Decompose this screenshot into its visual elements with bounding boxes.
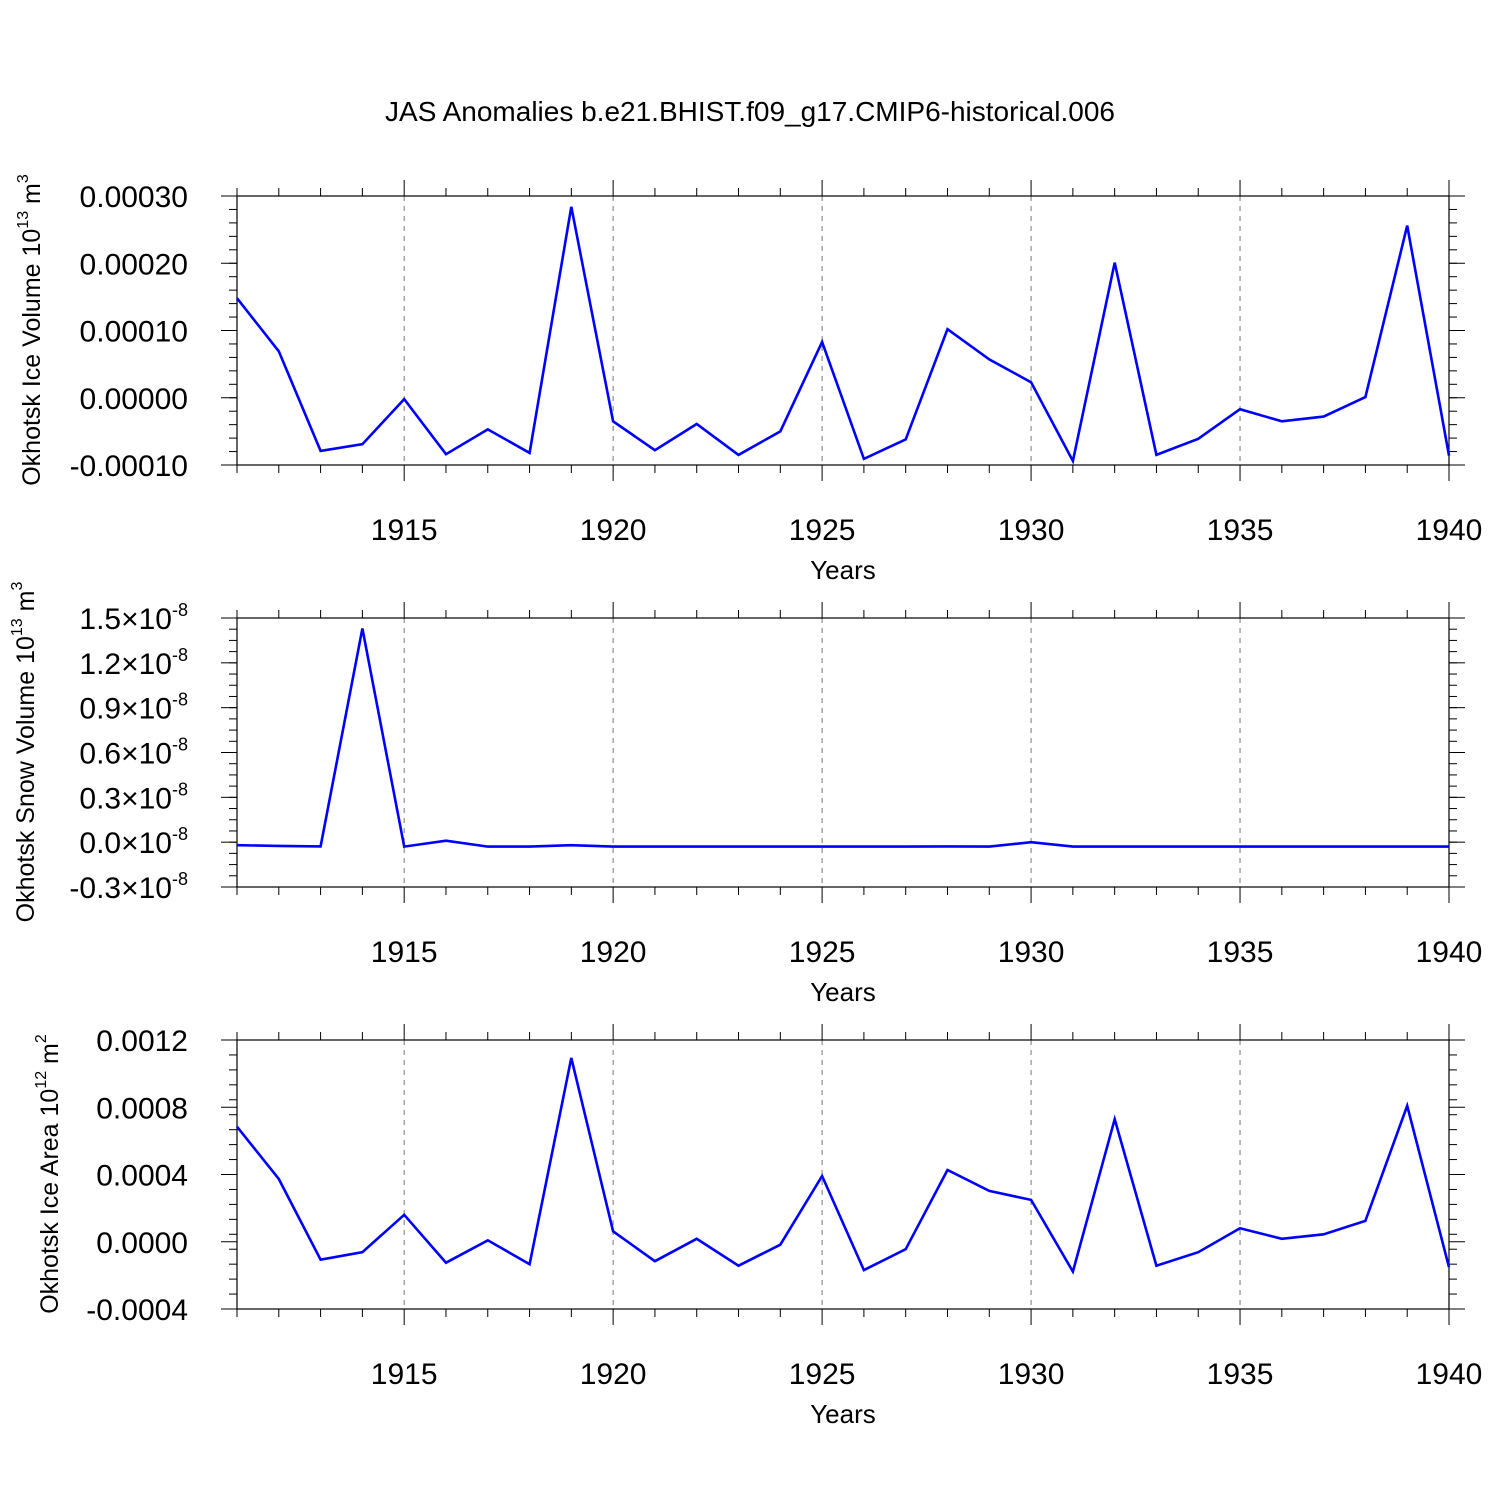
y-tick-label: 1.5×10-8 bbox=[79, 600, 188, 636]
y-tick-mantissa: 0.6×10 bbox=[79, 738, 172, 771]
figure-title: JAS Anomalies b.e21.BHIST.f09_g17.CMIP6-… bbox=[385, 96, 1115, 127]
y-tick-exponent: -8 bbox=[172, 645, 188, 665]
y-tick-label: -0.3×10-8 bbox=[69, 869, 188, 905]
y-tick-exponent: -8 bbox=[172, 869, 188, 889]
x-tick-label: 1940 bbox=[1416, 936, 1483, 969]
data-series-line bbox=[236, 628, 1449, 849]
x-tick-label: 1930 bbox=[998, 514, 1065, 547]
y-tick-mantissa: -0.3×10 bbox=[69, 872, 172, 905]
y-axis-title-unit: m bbox=[12, 591, 40, 619]
y-tick-label: 0.00020 bbox=[80, 248, 188, 281]
y-tick-label: 0.0012 bbox=[96, 1025, 188, 1058]
x-tick-label: 1935 bbox=[1207, 1358, 1274, 1391]
data-series-line bbox=[235, 206, 1451, 465]
chart-panel-1: -0.00010 0.00000 0.00010 0.00020 0.00030 1915… bbox=[15, 174, 1482, 585]
y-tick-label: 0.0×10-8 bbox=[79, 824, 188, 860]
data-series-line bbox=[235, 1057, 1451, 1275]
y-tick-exponent: -8 bbox=[172, 600, 188, 620]
y-tick-label: 0.00030 bbox=[80, 181, 188, 214]
x-tick-label: 1940 bbox=[1416, 514, 1483, 547]
y-tick-label: 0.0000 bbox=[96, 1227, 188, 1260]
y-tick-exponent: -8 bbox=[172, 735, 188, 755]
y-tick-mantissa: 1.5×10 bbox=[79, 603, 172, 636]
y-tick-label: 0.00000 bbox=[80, 383, 188, 416]
x-tick-label: 1935 bbox=[1207, 936, 1274, 969]
x-tick-label: 1925 bbox=[789, 936, 856, 969]
x-tick-label: 1915 bbox=[371, 514, 438, 547]
x-axis-title: Years bbox=[810, 1399, 876, 1429]
y-axis-title-exp: 13 bbox=[9, 618, 26, 636]
y-axis-title-unit: m bbox=[18, 183, 46, 211]
y-axis-title-unit-exp: 3 bbox=[15, 174, 32, 183]
plot-frame bbox=[236, 1039, 1450, 1310]
x-tick-label: 1920 bbox=[580, 936, 647, 969]
plot-frame bbox=[236, 195, 1450, 466]
y-tick-label: 0.0004 bbox=[96, 1160, 188, 1193]
y-tick-label: -0.00010 bbox=[70, 450, 188, 483]
y-tick-mantissa: 0.3×10 bbox=[79, 782, 172, 815]
y-tick-exponent: -8 bbox=[172, 779, 188, 799]
y-tick-mantissa: 0.9×10 bbox=[79, 693, 172, 726]
x-tick-label: 1925 bbox=[789, 1358, 856, 1391]
y-axis-title: Okhotsk Ice Volume 1013 m3 bbox=[15, 174, 46, 486]
x-tick-label: 1915 bbox=[371, 936, 438, 969]
y-tick-exponent: -8 bbox=[172, 690, 188, 710]
y-tick-label: 0.3×10-8 bbox=[79, 779, 188, 815]
y-tick-label: 0.9×10-8 bbox=[79, 690, 188, 726]
y-axis-title-unit-exp: 2 bbox=[33, 1034, 50, 1043]
panels: -0.00010 0.00000 0.00010 0.00020 0.00030 1915… bbox=[9, 174, 1482, 1429]
x-axis-title: Years bbox=[810, 977, 876, 1007]
y-tick-exponent: -8 bbox=[172, 824, 188, 844]
y-tick-label: 1.2×10-8 bbox=[79, 645, 188, 681]
x-tick-label: 1930 bbox=[998, 936, 1065, 969]
y-axis-title-unit: m bbox=[36, 1043, 64, 1071]
y-tick-mantissa: 1.2×10 bbox=[79, 648, 172, 681]
chart-panel-2: -0.3×10-80.0×10-80.3×10-80.6×10-80.9×10-… bbox=[9, 582, 1482, 1007]
x-tick-label: 1920 bbox=[580, 514, 647, 547]
chart-panel-3: -0.0004 0.0000 0.0004 0.0008 0.0012 1915 1920 1… bbox=[33, 1024, 1482, 1429]
y-tick-label: 0.6×10-8 bbox=[79, 735, 188, 771]
x-tick-label: 1930 bbox=[998, 1358, 1065, 1391]
y-tick-mantissa: 0.0×10 bbox=[79, 827, 172, 860]
y-axis-title: Okhotsk Snow Volume 1013 m3 bbox=[9, 582, 40, 923]
y-axis-title-main: Okhotsk Ice Area 10 bbox=[36, 1089, 64, 1314]
y-tick-label: 0.0008 bbox=[96, 1092, 188, 1125]
x-axis-title: Years bbox=[810, 555, 876, 585]
y-axis-title-exp: 12 bbox=[33, 1071, 50, 1089]
x-tick-label: 1940 bbox=[1416, 1358, 1483, 1391]
y-axis-title-unit-exp: 3 bbox=[9, 582, 26, 591]
y-tick-label: 0.00010 bbox=[80, 316, 188, 349]
x-tick-label: 1925 bbox=[789, 514, 856, 547]
y-axis-title-main: Okhotsk Snow Volume 10 bbox=[12, 636, 40, 922]
x-tick-label: 1935 bbox=[1207, 514, 1274, 547]
x-tick-label: 1915 bbox=[371, 1358, 438, 1391]
y-axis-title-main: Okhotsk Ice Volume 10 bbox=[18, 229, 46, 486]
x-tick-label: 1920 bbox=[580, 1358, 647, 1391]
plot-frame bbox=[236, 617, 1450, 888]
y-axis-title: Okhotsk Ice Area 1012 m2 bbox=[33, 1034, 64, 1314]
y-axis-title-exp: 13 bbox=[15, 211, 32, 229]
y-tick-label: -0.0004 bbox=[86, 1294, 188, 1327]
